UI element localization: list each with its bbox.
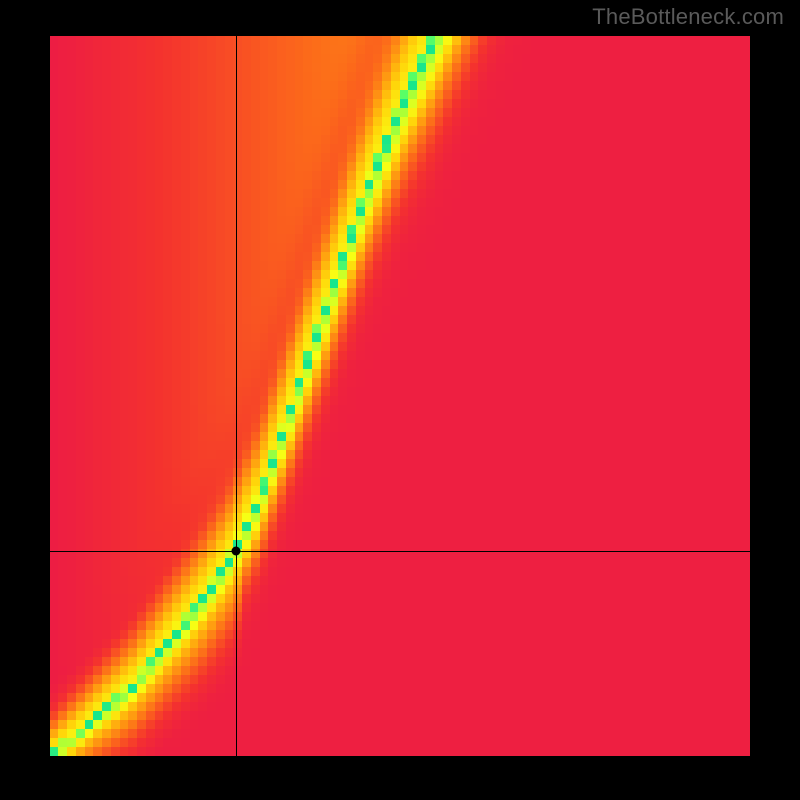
chart-container: TheBottleneck.com [0,0,800,800]
bottleneck-heatmap [50,36,750,756]
watermark-text: TheBottleneck.com [592,4,784,30]
plot-area [50,36,750,756]
